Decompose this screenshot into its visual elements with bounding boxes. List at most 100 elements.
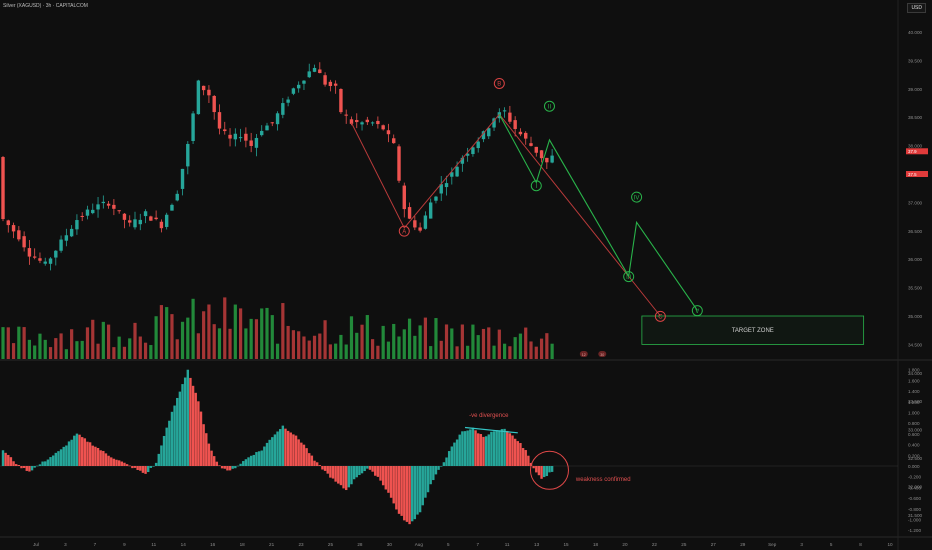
histogram-bar <box>413 466 417 520</box>
volume-bar <box>323 320 327 359</box>
price-tick-label: 35.000 <box>908 314 922 319</box>
histogram-bar <box>487 434 490 466</box>
candle-body <box>212 95 216 113</box>
histogram-bar <box>284 428 287 466</box>
histogram-bar <box>519 443 522 466</box>
volume-bar <box>371 339 375 359</box>
candle-body <box>164 214 169 227</box>
volume-bar <box>43 339 47 359</box>
histogram-bar <box>511 435 514 466</box>
wave-label-iii: III <box>626 275 631 281</box>
candle-body <box>444 183 449 188</box>
candle-body <box>465 153 470 156</box>
event-marker-label: 12 <box>582 353 586 357</box>
histogram-bar <box>548 466 551 473</box>
candle-body <box>1 157 5 220</box>
histogram-bar <box>107 455 110 466</box>
volume-bar <box>228 328 232 359</box>
histogram-bar <box>67 441 71 466</box>
candle-body <box>545 157 549 163</box>
currency-label[interactable]: USD <box>907 3 926 13</box>
price-tick-label: 36.500 <box>908 229 922 234</box>
candle-body <box>471 147 475 155</box>
histogram-bar <box>173 405 176 466</box>
candle-body <box>502 110 507 112</box>
wave-label-iv-circle <box>631 191 643 203</box>
price-tick-label: 33.000 <box>908 428 922 433</box>
histogram-bar <box>260 450 263 466</box>
histogram-bar <box>347 466 351 488</box>
volume-bar <box>534 346 538 359</box>
price-marker-label: 37.9 <box>908 149 917 154</box>
volume-bar <box>281 303 285 359</box>
histogram-bar <box>249 455 253 466</box>
time-tick-label: 7 <box>476 542 479 547</box>
volume-bar <box>439 340 443 359</box>
histogram-bar <box>149 466 153 468</box>
histogram-bar <box>141 466 145 473</box>
symbol-title: Silver (XAGUSD) · 3h · CAPITALCOM <box>3 3 88 9</box>
volume-bar <box>524 327 528 359</box>
histogram-bar <box>397 466 401 514</box>
volume-bar <box>402 329 406 359</box>
candle-body <box>54 250 58 258</box>
histogram-bar <box>25 466 28 471</box>
candle-body <box>101 201 106 204</box>
candle-body <box>244 133 248 141</box>
histogram-bar <box>321 466 324 470</box>
volume-bar <box>112 347 116 359</box>
volume-bar <box>545 333 549 359</box>
candle-body <box>17 230 21 240</box>
candle-body <box>228 134 232 139</box>
candle-body <box>254 137 259 148</box>
histogram-bar <box>186 369 189 466</box>
candle-body <box>318 69 322 74</box>
histogram-bar <box>527 455 530 466</box>
histogram-bar <box>91 445 94 466</box>
histogram-bar <box>503 428 506 466</box>
divergence-label: -ve divergence <box>469 413 509 419</box>
candle-body <box>524 132 528 139</box>
volume-bar <box>397 336 401 359</box>
histogram-bar <box>297 439 300 466</box>
histogram-bar <box>387 466 390 493</box>
candle-body <box>270 122 274 124</box>
histogram-bar <box>540 466 543 479</box>
histogram-bar <box>123 462 126 466</box>
time-tick-label: 15 <box>564 542 570 547</box>
candle-body <box>370 122 375 124</box>
time-tick-label: 13 <box>534 542 540 547</box>
histogram-bar <box>183 377 187 466</box>
divergence-line <box>464 426 518 434</box>
wave-label-ii: II <box>548 104 552 110</box>
price-candles <box>1 62 554 271</box>
histogram-bar <box>281 425 285 466</box>
wave-label-i-circle <box>530 180 542 192</box>
volume-bar <box>386 341 391 359</box>
candle-body <box>191 113 195 141</box>
candle-body <box>286 99 290 103</box>
volume-bar <box>138 336 142 359</box>
histogram-bar <box>389 466 393 498</box>
price-tick-label: 34.500 <box>908 342 922 347</box>
histogram-bar <box>482 436 485 466</box>
volume-bar <box>239 308 243 359</box>
price-tick-label: 38.500 <box>908 115 922 120</box>
time-tick-label: 11 <box>151 542 156 547</box>
time-tick-label: 3 <box>800 542 803 547</box>
time-tick-label: Jul <box>33 542 39 547</box>
candle-body <box>518 131 523 135</box>
volume-bar <box>48 347 53 359</box>
volume-bar <box>202 311 206 359</box>
histogram-bar <box>429 466 432 485</box>
wave-label-a: A <box>402 229 406 235</box>
histogram-bar <box>46 459 50 466</box>
volume-bar <box>312 335 317 359</box>
wave-label-v: V <box>695 309 699 315</box>
price-marker <box>906 171 928 177</box>
volume-bar <box>212 324 216 359</box>
volume-bar <box>355 332 359 359</box>
candle-body <box>32 256 37 258</box>
histogram-bar <box>152 466 155 467</box>
